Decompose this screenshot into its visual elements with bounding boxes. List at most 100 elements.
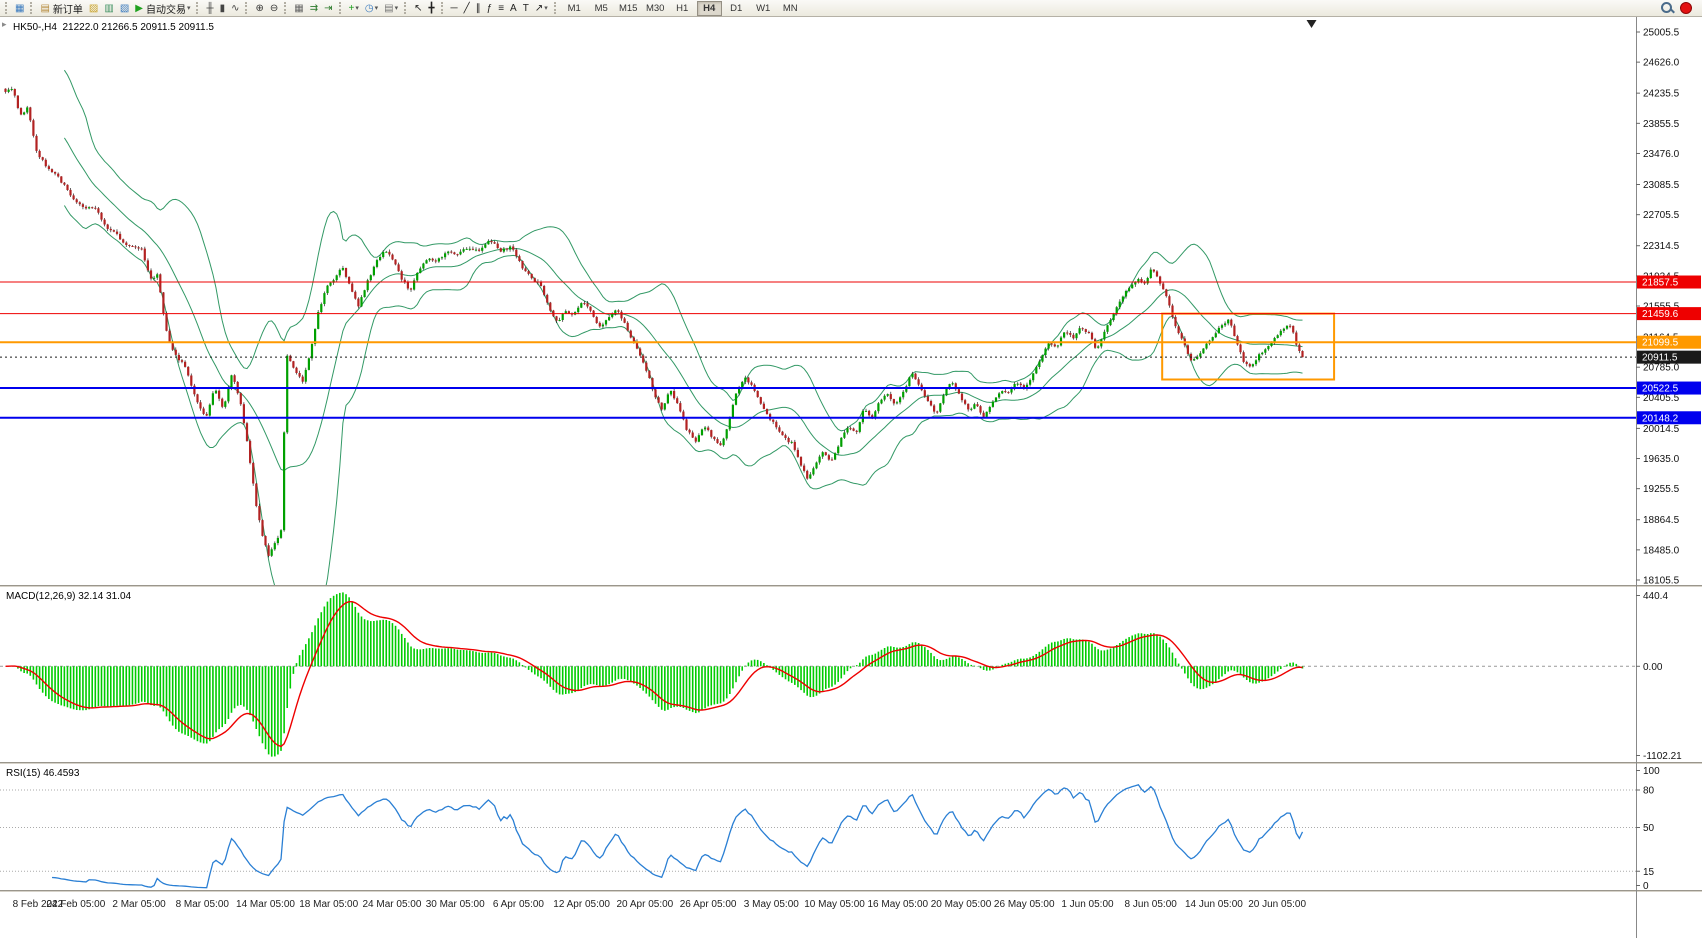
svg-text:50: 50 [1643,823,1655,834]
zoom-out-button[interactable]: ⊖ [268,1,280,16]
timeframe-mn[interactable]: MN [782,2,798,14]
indicators-caret-icon[interactable]: ▾ [355,5,359,12]
timeframe-m1[interactable]: M1 [567,2,581,14]
timeframe-h4[interactable]: H4 [696,0,722,16]
zoom-out-icon: ⊖ [269,2,279,14]
auto-trading-caret-icon[interactable]: ▾ [186,5,191,12]
metaeditor-button[interactable]: ▨ [87,1,100,16]
svg-text:20014.5: 20014.5 [1643,424,1680,435]
templates-button[interactable]: ▤ ▾ [382,1,400,16]
text-label-tool-button[interactable]: T [521,1,531,16]
svg-text:20405.5: 20405.5 [1643,393,1680,404]
svg-text:0: 0 [1643,881,1649,892]
candlestick-mode-button[interactable]: ▮ [218,1,228,16]
toolbar-grip [440,2,445,14]
new-chart-button[interactable]: ▦ [13,1,26,16]
svg-text:30 Mar 05:00: 30 Mar 05:00 [426,899,485,910]
market-watch-button[interactable]: ▥ [102,1,115,16]
text-tool-icon: A [510,2,517,14]
svg-text:23085.5: 23085.5 [1643,180,1680,191]
zoom-in-icon: ⊕ [255,2,264,14]
timeframe-m5[interactable]: M5 [594,2,608,14]
svg-text:26 May 05:00: 26 May 05:00 [994,899,1055,910]
channel-tool-button[interactable]: ∥ [474,1,483,16]
bar-chart-mode-icon: ╫ [206,2,214,14]
svg-text:20148.2: 20148.2 [1642,413,1679,424]
timeframe-m30[interactable]: M30 [645,2,665,14]
panel-separator[interactable] [0,585,1702,588]
svg-text:18485.0: 18485.0 [1643,545,1680,556]
panel-separator[interactable] [0,762,1702,765]
templates-caret-icon[interactable]: ▾ [394,5,399,12]
periods-caret-icon[interactable]: ▾ [374,5,379,12]
one-click-trading-toggle[interactable]: ▸ [2,19,7,29]
new-chart-icon: ▦ [15,2,25,14]
scroll-to-end-marker-icon[interactable] [1306,20,1317,28]
market-watch-icon: ▥ [104,2,114,14]
new-order-button[interactable]: ▤ 新订单 [38,1,84,16]
bollinger-upper-line [63,69,1303,432]
bar-chart-mode-button[interactable]: ╫ [204,1,215,16]
panel-separator[interactable] [0,890,1702,893]
fibonacci-tool-icon: ƒ [486,2,493,14]
svg-text:18864.5: 18864.5 [1643,515,1680,526]
crosshair-button[interactable]: ╋ [426,1,436,16]
zoom-in-button[interactable]: ⊕ [253,1,265,16]
arrows-tool-caret-icon[interactable]: ▾ [544,5,548,12]
timeframe-w1[interactable]: W1 [756,2,771,14]
timeframe-d1[interactable]: D1 [730,2,743,14]
indicators-button[interactable]: + ▾ [347,1,361,16]
periods-button[interactable]: ◷ ▾ [363,1,380,16]
svg-text:20911.5: 20911.5 [1642,353,1678,364]
trendline-tool-button[interactable]: ╱ [462,1,472,16]
search-icon[interactable] [1660,1,1674,15]
svg-text:21555.5: 21555.5 [1643,302,1680,313]
svg-text:14 Jun 05:00: 14 Jun 05:00 [1185,899,1243,910]
svg-text:14 Mar 05:00: 14 Mar 05:00 [236,899,295,910]
templates-icon: ▤ [384,2,394,14]
text-tool-button[interactable]: A [508,1,519,16]
navigator-button[interactable]: ▧ [118,1,131,16]
horizontal-levels[interactable] [0,281,1636,419]
macd-panel [0,592,1636,757]
arrows-tool-button[interactable]: ↗ ▾ [533,1,550,16]
tile-windows-button[interactable]: ▦ [292,1,305,16]
svg-text:18105.5: 18105.5 [1643,576,1680,587]
toolbar-grip [245,2,249,14]
symbol-info: HK50-,H4 21222.0 21266.5 20911.5 20911.5 [13,22,214,33]
svg-text:1 Jun 05:00: 1 Jun 05:00 [1061,899,1114,910]
timeframe-m15[interactable]: M15 [618,2,638,14]
svg-text:20 May 05:00: 20 May 05:00 [931,899,992,910]
toolbar-grip [404,2,408,14]
bollinger-lower-line [63,205,1303,585]
ruler-tool-button[interactable]: ≡ [496,1,506,16]
chart-shift-button[interactable]: ⇥ [322,1,334,16]
svg-text:2 Mar 05:00: 2 Mar 05:00 [112,899,166,910]
svg-text:8 Jun 05:00: 8 Jun 05:00 [1125,899,1178,910]
rsi-panel [0,784,1636,889]
auto-scroll-button[interactable]: ⇉ [308,1,320,16]
macd-label: MACD(12,26,9) 32.14 31.04 [6,591,132,602]
bollinger-middle-line [63,137,1303,472]
new-order-label: 新订单 [52,4,83,16]
timeframe-h1[interactable]: H1 [676,2,689,14]
new-order-icon: ▤ [40,2,50,14]
svg-text:26 Apr 05:00: 26 Apr 05:00 [680,899,737,910]
auto-trading-button[interactable]: ▶ 自动交易 ▾ [133,1,192,16]
svg-text:21099.5: 21099.5 [1642,338,1679,349]
svg-text:19635.0: 19635.0 [1643,454,1680,465]
candlestick-mode-icon: ▮ [219,2,226,14]
toolbar-grip [196,2,200,14]
line-chart-mode-button[interactable]: ∿ [229,1,241,16]
tile-windows-icon: ▦ [294,2,304,14]
cursor-button[interactable]: ↖ [412,1,424,16]
notification-badge-icon[interactable] [1680,2,1692,14]
svg-text:18 Mar 05:00: 18 Mar 05:00 [299,899,358,910]
svg-text:24 Mar 05:00: 24 Mar 05:00 [362,899,421,910]
symbol-title: HK50-,H4 [13,22,57,33]
horizontal-line-tool-button[interactable]: ─ [449,1,460,16]
fibonacci-tool-button[interactable]: ƒ [485,1,495,16]
svg-text:21857.5: 21857.5 [1642,278,1679,289]
svg-text:23855.5: 23855.5 [1643,119,1680,130]
